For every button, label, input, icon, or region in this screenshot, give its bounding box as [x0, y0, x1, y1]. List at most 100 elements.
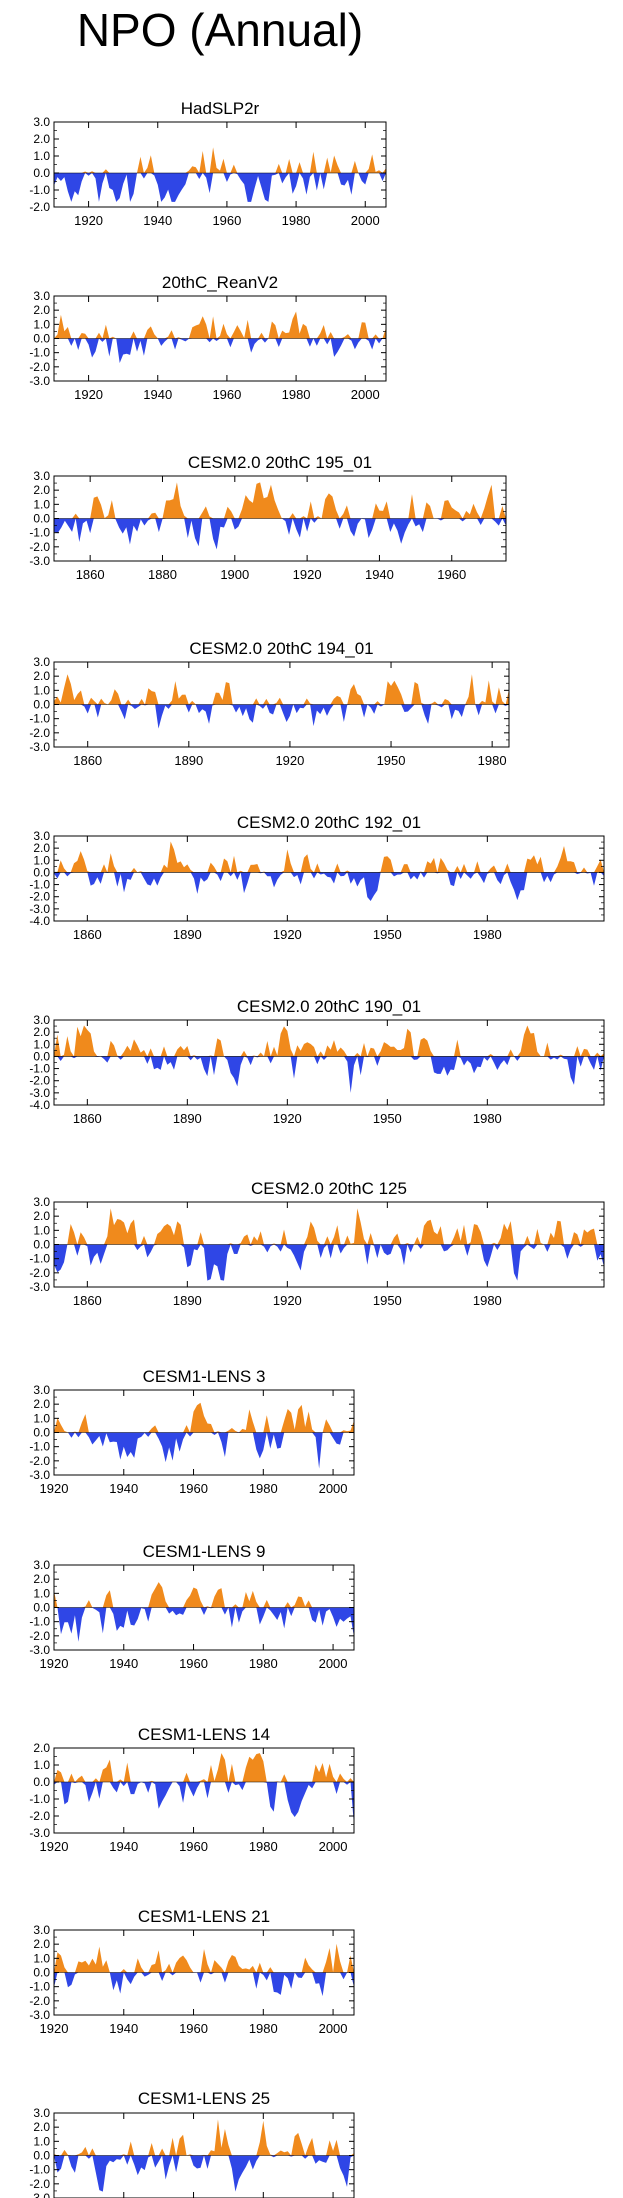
panel-title: CESM2.0 20thC 125 [251, 1179, 407, 1198]
y-tick-label: -1.0 [29, 878, 50, 892]
y-tick-label: 2.0 [33, 1209, 50, 1223]
x-tick-label: 2000 [319, 1481, 348, 1496]
chart-panel-4: CESM2.0 20thC 194_01 3.02.01.00.0-1.0-2.0… [29, 639, 510, 768]
negative-area [54, 1972, 354, 1997]
x-tick-label: 1960 [179, 1839, 208, 1854]
x-tick-label: 2000 [319, 1839, 348, 1854]
y-tick-label: 1.0 [33, 1758, 50, 1772]
y-tick-label: -2.0 [29, 1994, 50, 2008]
y-tick-label: -3.0 [29, 374, 50, 388]
y-tick-label: 2.0 [33, 2120, 50, 2134]
y-tick-label: 2.0 [33, 1741, 50, 1755]
x-tick-label: 1890 [173, 1293, 202, 1308]
negative-area [54, 872, 604, 902]
negative-area [54, 1782, 354, 1826]
x-tick-label: 1920 [74, 213, 103, 228]
x-tick-label: 1890 [173, 1111, 202, 1126]
negative-area [54, 1056, 604, 1093]
y-tick-label: 1.0 [33, 1037, 50, 1051]
y-tick-label: 1.0 [33, 1223, 50, 1237]
y-tick-label: 0.0 [33, 1601, 50, 1615]
panel-title: 20thC_ReanV2 [162, 273, 278, 292]
x-tick-label: 1950 [373, 1111, 402, 1126]
y-tick-label: 3.0 [33, 289, 50, 303]
y-tick-label: -1.0 [29, 2163, 50, 2177]
y-tick-label: 0.0 [33, 1426, 50, 1440]
x-tick-label: 1980 [473, 927, 502, 942]
x-tick-label: 1940 [143, 387, 172, 402]
x-tick-label: 1980 [473, 1111, 502, 1126]
y-tick-label: -3.0 [29, 554, 50, 568]
y-tick-label: -1.0 [29, 1792, 50, 1806]
y-tick-label: -3.0 [29, 902, 50, 916]
y-tick-label: -3.0 [29, 740, 50, 754]
x-tick-label: 1980 [249, 1839, 278, 1854]
x-tick-label: 1950 [373, 1293, 402, 1308]
positive-area [54, 311, 386, 339]
panel-title: CESM1-LENS 3 [143, 1367, 266, 1386]
chart-panel-2: 20thC_ReanV2 3.02.01.00.0-1.0-2.0-3.0 1920… [29, 273, 387, 402]
y-tick-label: 2.0 [33, 1937, 50, 1951]
y-tick-label: -2.0 [29, 1809, 50, 1823]
x-tick-label: 1980 [473, 1293, 502, 1308]
y-tick-label: 3.0 [33, 1383, 50, 1397]
y-tick-label: -1.0 [29, 1440, 50, 1454]
x-tick-label: 1980 [282, 213, 311, 228]
positive-area [54, 674, 509, 705]
y-tick-label: 1.0 [33, 683, 50, 697]
y-tick-label: -1.0 [29, 346, 50, 360]
y-tick-label: 0.0 [33, 698, 50, 712]
x-tick-label: 1980 [249, 1656, 278, 1671]
chart-panel-5: CESM2.0 20thC 192_01 3.02.01.00.0-1.0-2.0… [29, 813, 605, 942]
x-tick-label: 2000 [319, 2021, 348, 2036]
y-tick-label: -4.0 [29, 914, 50, 928]
positive-area [54, 2119, 354, 2156]
y-tick-label: 2.0 [33, 303, 50, 317]
x-tick-label: 1920 [273, 927, 302, 942]
x-tick-label: 1960 [179, 1481, 208, 1496]
y-tick-label: 0.0 [33, 2149, 50, 2163]
y-tick-label: -1.0 [29, 1980, 50, 1994]
y-tick-label: 3.0 [33, 1558, 50, 1572]
x-tick-label: 1920 [40, 1839, 69, 1854]
panel-title: CESM2.0 20thC 195_01 [188, 453, 372, 472]
y-tick-label: -2.0 [29, 1074, 50, 1088]
x-tick-label: 1950 [373, 927, 402, 942]
y-tick-label: 3.0 [33, 1013, 50, 1027]
y-tick-label: 2.0 [33, 132, 50, 146]
y-tick-label: 3.0 [33, 829, 50, 843]
x-tick-label: 1860 [73, 753, 102, 768]
panel-title: CESM1-LENS 21 [138, 1907, 270, 1926]
positive-area [54, 1753, 354, 1782]
positive-area [54, 841, 604, 873]
y-tick-label: -2.0 [29, 200, 50, 214]
y-tick-label: -3.0 [29, 1468, 50, 1482]
x-tick-label: 1980 [282, 387, 311, 402]
y-tick-label: 2.0 [33, 483, 50, 497]
x-tick-label: 1960 [212, 213, 241, 228]
y-tick-label: -3.0 [29, 1086, 50, 1100]
positive-area [54, 1943, 354, 1973]
negative-area [54, 2155, 354, 2192]
y-tick-label: -3.0 [29, 1643, 50, 1657]
x-tick-label: 1960 [212, 387, 241, 402]
x-tick-label: 2000 [319, 1656, 348, 1671]
y-tick-label: -3.0 [29, 1280, 50, 1294]
y-tick-label: 0.0 [33, 1775, 50, 1789]
y-tick-label: -2.0 [29, 540, 50, 554]
panel-title: CESM1-LENS 9 [143, 1542, 266, 1561]
x-tick-label: 1920 [273, 1111, 302, 1126]
negative-area [54, 1607, 354, 1642]
y-tick-label: 1.0 [33, 853, 50, 867]
x-tick-label: 1920 [40, 1656, 69, 1671]
y-tick-label: 2.0 [33, 1572, 50, 1586]
panel-title: CESM2.0 20thC 194_01 [189, 639, 373, 658]
panel-title: CESM2.0 20thC 192_01 [237, 813, 421, 832]
y-tick-label: 3.0 [33, 115, 50, 129]
y-tick-label: 0.0 [33, 865, 50, 879]
plot-frame [53, 1019, 605, 1106]
y-tick-label: -2.0 [29, 1629, 50, 1643]
y-tick-label: 1.0 [33, 1586, 50, 1600]
y-tick-label: 0.0 [33, 332, 50, 346]
x-tick-label: 1980 [249, 2021, 278, 2036]
